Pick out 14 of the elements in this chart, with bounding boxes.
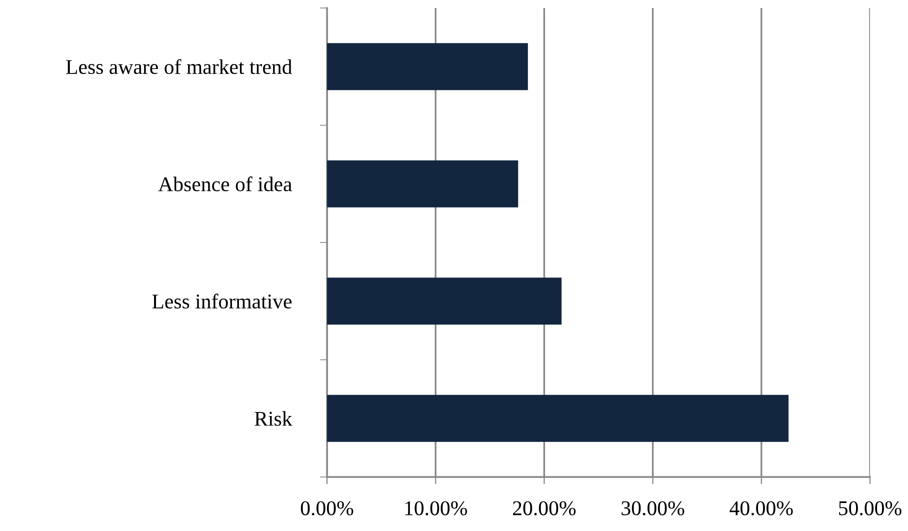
bar: [327, 394, 789, 442]
bar: [327, 278, 562, 325]
x-tick-label: 0.00%: [300, 501, 354, 516]
x-tick-label: 30.00%: [622, 501, 684, 516]
x-tick-label: 50.00%: [839, 501, 902, 516]
y-tick-label: Risk: [254, 411, 292, 426]
bar: [327, 160, 518, 208]
x-tick-label: 40.00%: [730, 501, 793, 516]
y-tick-label: Less aware of market trend: [66, 59, 292, 74]
x-tick-label: 20.00%: [513, 501, 576, 516]
bar: [327, 43, 528, 90]
y-tick-label: Less informative: [152, 294, 292, 309]
x-tick-label: 10.00%: [405, 501, 468, 516]
y-tick-label: Absence of idea: [158, 176, 292, 192]
